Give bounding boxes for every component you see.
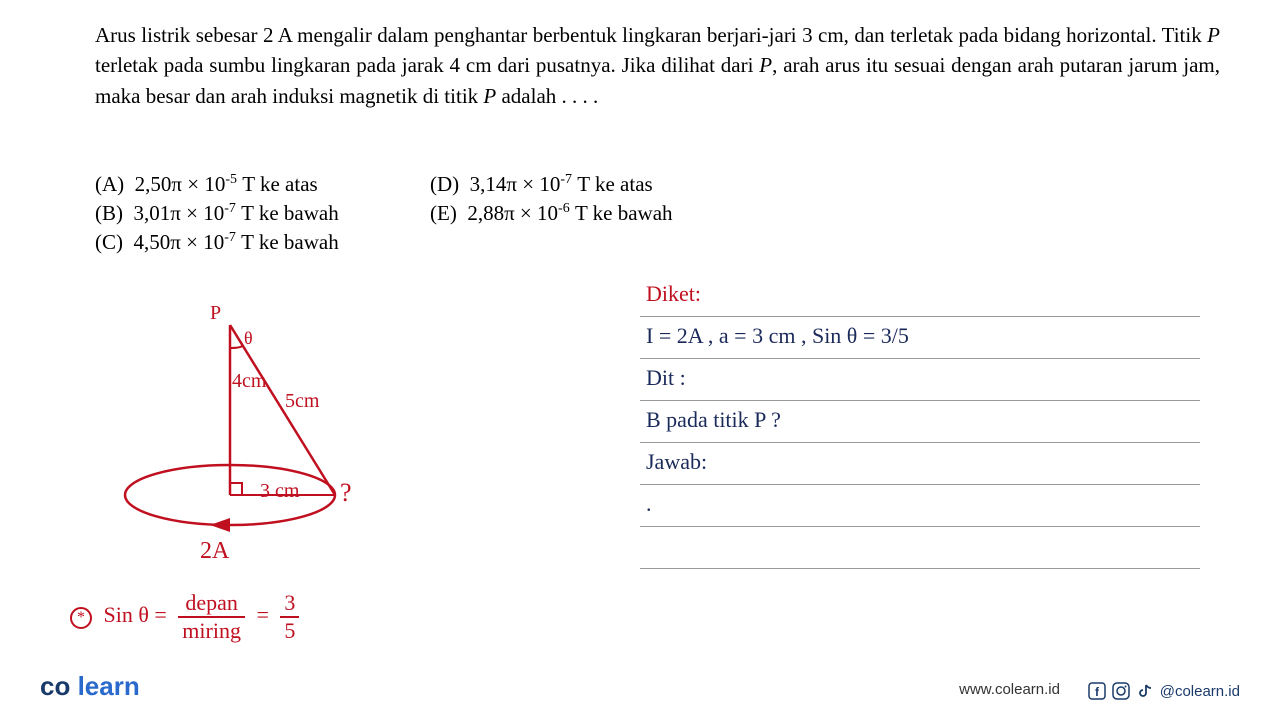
option-e-exp: -6: [558, 201, 570, 216]
option-c-tail: T ke bawah: [236, 230, 339, 254]
option-e-coef: 2,88π × 10: [467, 201, 558, 225]
option-b-exp: -7: [224, 201, 236, 216]
loop-arrowhead: [210, 518, 230, 532]
question-part2: terletak pada sumbu lingkaran pada jarak…: [95, 53, 759, 77]
label-4cm: 4cm: [232, 370, 266, 393]
label-p: P: [210, 302, 221, 325]
question-part4: adalah . . . .: [496, 84, 598, 108]
option-e-label: (E): [430, 201, 457, 225]
label-theta: θ: [244, 328, 253, 349]
option-b-label: (B): [95, 201, 123, 225]
frac1-num: depan: [178, 590, 245, 618]
option-c: (C) 4,50π × 10-7 T ke bawah: [95, 230, 339, 255]
option-e-tail: T ke bawah: [570, 201, 673, 225]
label-5cm: 5cm: [285, 390, 319, 413]
fraction-2: 3 5: [280, 590, 299, 644]
blank-line-1: .: [640, 485, 1200, 527]
right-angle-marker: [230, 483, 242, 495]
frac2-num: 3: [280, 590, 299, 618]
logo-learn: learn: [78, 671, 140, 701]
dit-label: Dit :: [640, 359, 1200, 401]
option-a: (A) 2,50π × 10-5 T ke atas: [95, 172, 339, 197]
sin-formula: * Sin θ = depan miring = 3 5: [70, 590, 305, 644]
option-c-exp: -7: [224, 230, 236, 245]
tiktok-icon: [1136, 682, 1154, 700]
website-url: www.colearn.id: [959, 681, 1060, 698]
point-p-2: P: [759, 53, 772, 77]
work-area: Diket: I = 2A , a = 3 cm , Sin θ = 3/5 D…: [640, 275, 1200, 569]
footer: co learn www.colearn.id f @colearn.id: [0, 672, 1280, 702]
option-c-label: (C): [95, 230, 123, 254]
label-question: ?: [340, 478, 352, 508]
facebook-icon: f: [1088, 682, 1106, 700]
option-a-coef: 2,50π × 10: [135, 172, 226, 196]
social-links: f @colearn.id: [1088, 682, 1240, 700]
option-a-exp: -5: [225, 172, 237, 187]
option-d-exp: -7: [560, 172, 572, 187]
option-b: (B) 3,01π × 10-7 T ke bawah: [95, 201, 339, 226]
option-d-tail: T ke atas: [572, 172, 653, 196]
point-p-1: P: [1207, 23, 1220, 47]
label-2a: 2A: [200, 538, 229, 565]
point-p-3: P: [483, 84, 496, 108]
fraction-1: depan miring: [178, 590, 245, 644]
instagram-icon: [1112, 682, 1130, 700]
options-col2: (D) 3,14π × 10-7 T ke atas (E) 2,88π × 1…: [430, 172, 673, 230]
social-handle: @colearn.id: [1160, 683, 1240, 700]
svg-text:f: f: [1095, 685, 1100, 699]
sin-lhs: Sin θ =: [104, 602, 167, 627]
diagram: P θ 4cm 5cm 3 cm ? 2A: [100, 300, 400, 600]
option-d-label: (D): [430, 172, 459, 196]
jawab-label: Jawab:: [640, 443, 1200, 485]
star-marker: *: [70, 607, 92, 629]
label-3cm: 3 cm: [260, 480, 299, 503]
option-e: (E) 2,88π × 10-6 T ke bawah: [430, 201, 673, 226]
question-text: Arus listrik sebesar 2 A mengalir dalam …: [95, 20, 1220, 111]
frac2-den: 5: [280, 618, 299, 644]
option-a-label: (A): [95, 172, 124, 196]
option-b-tail: T ke bawah: [236, 201, 339, 225]
theta-arc: [230, 345, 243, 348]
eq-sign: =: [256, 602, 268, 627]
logo-co: co: [40, 671, 78, 701]
ask-line: B pada titik P ?: [640, 401, 1200, 443]
option-c-coef: 4,50π × 10: [134, 230, 225, 254]
given-values: I = 2A , a = 3 cm , Sin θ = 3/5: [640, 317, 1200, 359]
frac1-den: miring: [178, 618, 245, 644]
logo: co learn: [40, 671, 140, 702]
option-d-coef: 3,14π × 10: [470, 172, 561, 196]
option-a-tail: T ke atas: [237, 172, 318, 196]
question-part1: Arus listrik sebesar 2 A mengalir dalam …: [95, 23, 1207, 47]
option-b-coef: 3,01π × 10: [134, 201, 225, 225]
diket-label: Diket:: [640, 275, 1200, 317]
option-d: (D) 3,14π × 10-7 T ke atas: [430, 172, 673, 197]
options-col1: (A) 2,50π × 10-5 T ke atas (B) 3,01π × 1…: [95, 172, 339, 259]
blank-line-2: [640, 527, 1200, 569]
